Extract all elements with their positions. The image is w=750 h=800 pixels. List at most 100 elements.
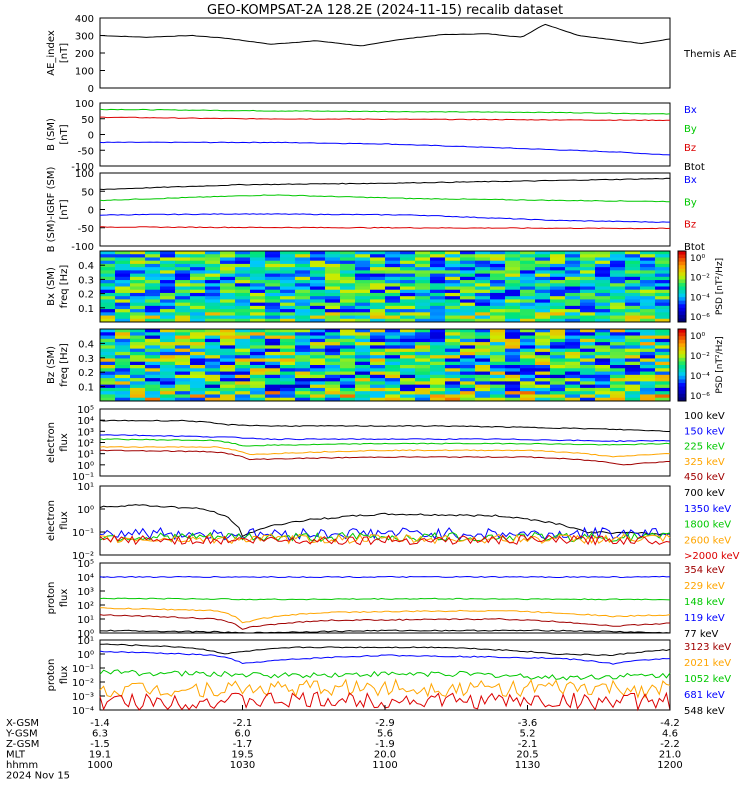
heatmap-cell [580,286,596,291]
heatmap-cell [370,378,386,382]
heatmap-cell [325,309,341,313]
heatmap-cell [340,305,356,310]
heatmap-cell [490,267,506,271]
heatmap-cell [325,273,341,278]
heatmap-cell [355,397,371,402]
heatmap-cell [550,378,566,382]
heatmap-cell [505,254,521,258]
heatmap-cell [190,292,206,297]
heatmap-cell [445,391,461,395]
heatmap-cell [295,305,311,310]
heatmap-cell [550,332,566,337]
heatmap-cell [100,315,116,320]
heatmap-cell [265,348,281,353]
heatmap-cell [340,251,356,255]
heatmap-cell [220,368,236,373]
heatmap-cell [640,384,656,389]
heatmap-cell [235,358,251,363]
heatmap-cell [610,381,626,386]
heatmap-cell [355,361,371,366]
colorbar-segment [678,318,686,323]
heatmap-cell [370,292,386,297]
heatmap-cell [295,289,311,294]
heatmap-cell [490,351,506,356]
heatmap-cell [115,254,131,258]
heatmap-cell [610,257,626,262]
heatmap-cell [220,332,236,337]
heatmap-cell [535,312,551,317]
heatmap-cell [505,335,521,340]
heatmap-cell [175,338,191,343]
heatmap-cell [220,263,236,268]
heatmap-cell [175,257,191,262]
heatmap-cell [355,368,371,373]
ytick-prot1: 10² [77,601,94,612]
heatmap-cell [160,345,176,350]
heatmap-cell [490,305,506,310]
heatmap-cell [430,296,446,300]
heatmap-cell [280,270,296,275]
heatmap-cell [220,312,236,317]
heatmap-cell [460,280,476,284]
heatmap-cell [295,283,311,287]
heatmap-cell [595,384,611,389]
heatmap-cell [430,355,446,359]
ytick-bsm: 50 [81,115,94,126]
heatmap-cell [445,309,461,313]
heatmap-cell [505,391,521,395]
heatmap-cell [370,267,386,271]
heatmap-cell [370,305,386,310]
heatmap-cell [325,374,341,379]
heatmap-cell [145,312,161,317]
heatmap-cell [505,289,521,294]
heatmap-cell [250,371,266,376]
heatmap-cell [340,257,356,262]
heatmap-cell [310,286,326,291]
heatmap-cell [235,378,251,382]
heatmap-cell [145,384,161,389]
heatmap-cell [220,270,236,275]
heatmap-cell [235,302,251,307]
heatmap-cell [235,305,251,310]
ephemeris-value: -1.4 [90,718,110,729]
heatmap-cell [355,374,371,379]
heatmap-cell [175,371,191,376]
heatmap-cell [640,309,656,313]
heatmap-cell [175,351,191,356]
heatmap-cell [265,387,281,392]
heatmap-cell [430,365,446,369]
heatmap-cell [595,312,611,317]
heatmap-cell [535,394,551,399]
heatmap-cell [640,260,656,265]
heatmap-cell [430,391,446,395]
heatmap-cell [130,368,146,373]
heatmap-cell [640,280,656,284]
heatmap-cell [160,378,176,382]
heatmap-cell [595,394,611,399]
heatmap-cell [400,378,416,382]
ytick-bsm: 0 [88,131,94,142]
heatmap-cell [220,292,236,297]
heatmap-cell [445,397,461,402]
heatmap-cell [100,251,116,255]
heatmap-cell [355,292,371,297]
series-line-bigrf [99,213,670,223]
heatmap-cell [640,329,656,333]
heatmap-cell [175,394,191,399]
ephemeris-label: hhmm [6,760,38,771]
heatmap-cell [235,257,251,262]
heatmap-cell [505,309,521,313]
heatmap-cell [265,391,281,395]
heatmap-cell [205,335,221,340]
heatmap-cell [550,263,566,268]
heatmap-cell [370,263,386,268]
heatmap-cell [580,318,596,323]
heatmap-cell [115,397,131,402]
heatmap-cell [355,358,371,363]
heatmap-cell [565,351,581,356]
heatmap-cell [175,335,191,340]
heatmap-cell [535,387,551,392]
ephemeris-label: Y-GSM [5,729,38,740]
ytick-bxpsd: 0.1 [78,304,94,315]
heatmap-cell [370,348,386,353]
